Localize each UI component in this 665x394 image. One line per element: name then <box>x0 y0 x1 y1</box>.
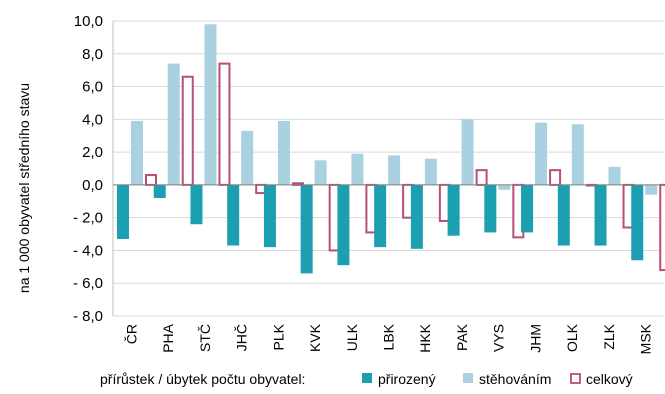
x-category-label: HKK <box>417 323 433 352</box>
bar-přirozený-JHČ <box>227 184 240 246</box>
bar-celkový-STČ <box>218 62 231 186</box>
bar-přirozený-HKK <box>410 184 423 249</box>
y-tick-label: 10,0 <box>74 13 103 30</box>
bar-stěhováním-STČ <box>204 24 217 185</box>
legend-title: přírůstek / úbytek počtu obyvatel: <box>100 371 305 387</box>
x-category-label: ULK <box>344 323 360 351</box>
bar-přirozený-KVK <box>300 184 313 274</box>
legend-swatch-přirozený <box>362 373 372 383</box>
legend-label-stěhováním: stěhováním <box>479 371 551 387</box>
legend-swatch-celkový <box>570 373 581 384</box>
bar-stěhováním-HKK <box>424 158 437 185</box>
bar-stěhováním-PLK <box>277 120 290 185</box>
y-tick-label: - 4,0 <box>73 242 103 259</box>
bar-stěhováním-JHČ <box>241 130 254 185</box>
y-tick-label: 0,0 <box>82 177 103 194</box>
x-category-label: PHA <box>160 323 176 352</box>
y-tick-label: - 8,0 <box>73 308 103 325</box>
bar-přirozený-LBK <box>374 184 387 248</box>
y-tick-label: 4,0 <box>82 111 103 128</box>
x-category-label: LBK <box>381 323 397 350</box>
bar-přirozený-ZLK <box>594 184 607 246</box>
legend-label-přirozený: přirozený <box>378 371 436 387</box>
bar-stěhováním-ZLK <box>608 166 621 185</box>
x-category-label: MSK <box>638 323 654 354</box>
x-category-label: JHČ <box>234 324 250 351</box>
bar-celkový-ČR <box>145 174 157 186</box>
x-category-label: JHM <box>527 324 543 353</box>
x-category-label: PAK <box>454 323 470 351</box>
bar-přirozený-PAK <box>447 184 460 236</box>
bar-celkový-JHM <box>549 169 562 186</box>
bar-stěhováním-PHA <box>167 63 180 185</box>
x-category-label: ZLK <box>601 323 617 349</box>
bar-stěhováním-ULK <box>351 153 364 185</box>
y-tick-label: - 2,0 <box>73 210 103 227</box>
bar-celkový-PHA <box>181 75 194 186</box>
y-tick-label: 2,0 <box>82 144 103 161</box>
bar-přirozený-JHM <box>521 184 534 233</box>
y-tick-label: 6,0 <box>82 79 103 96</box>
bar-přirozený-OLK <box>557 184 570 246</box>
legend-swatch-stěhováním <box>463 373 473 383</box>
bars-layer <box>117 24 665 274</box>
legend-label-celkový: celkový <box>586 371 633 387</box>
bar-přirozený-PHA <box>153 184 166 198</box>
x-category-label: STČ <box>197 324 213 352</box>
bar-stěhováním-JHM <box>535 122 548 185</box>
bar-přirozený-ČR <box>117 184 129 239</box>
bar-přirozený-STČ <box>190 184 203 225</box>
x-category-label: OLK <box>564 323 580 352</box>
x-category-label: PLK <box>270 323 286 350</box>
bar-stěhováním-OLK <box>571 124 584 185</box>
x-category-label: KVK <box>307 323 323 352</box>
legend: přírůstek / úbytek počtu obyvatel: přiro… <box>100 371 633 387</box>
x-category-label: ČR <box>123 324 139 344</box>
y-axis-title: na 1 000 obyvatel středního stavu <box>16 83 32 293</box>
bar-přirozený-PLK <box>263 184 276 248</box>
x-category-labels: ČR PHA STČ JHČ PLK KVK ULK LBK HKK PAK VYS JHM OLK ZL… <box>123 323 653 354</box>
bar-celkový-PAK <box>475 169 488 186</box>
bar-přirozený-MSK <box>631 184 644 261</box>
bar-přirozený-ULK <box>337 184 350 266</box>
bar-stěhováním-PAK <box>461 119 474 185</box>
bar-stěhováním-LBK <box>388 155 401 185</box>
bar-celkový-MSK <box>659 183 665 272</box>
x-category-label: VYS <box>491 324 507 352</box>
bar-přirozený-VYS <box>484 184 497 233</box>
axes <box>112 21 664 316</box>
bar-stěhováním-MSK <box>645 184 658 195</box>
y-tick-label: 8,0 <box>82 46 103 63</box>
y-tick-label: - 6,0 <box>73 275 103 292</box>
y-tick-labels: 10,0 8,0 6,0 4,0 2,0 0,0 - 2,0 - 4,0 - 6,0 - 8,0 <box>73 13 103 325</box>
bar-stěhováním-VYS <box>498 184 511 190</box>
bar-stěhováním-ČR <box>131 120 143 185</box>
bar-stěhováním-KVK <box>314 160 327 185</box>
